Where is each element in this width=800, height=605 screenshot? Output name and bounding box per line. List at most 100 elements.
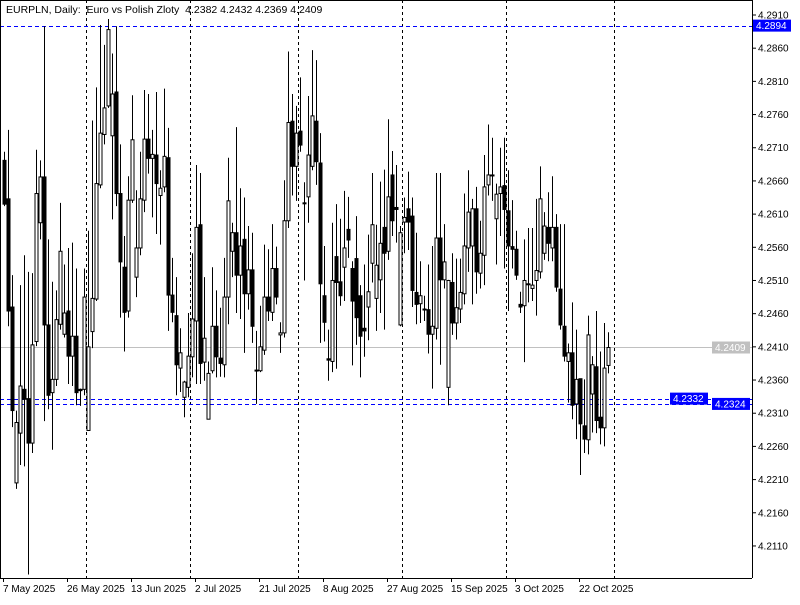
- candle-body: [218, 357, 223, 364]
- candle: [398, 226, 403, 327]
- candle: [90, 120, 95, 349]
- candle: [414, 232, 419, 325]
- candle: [586, 315, 591, 455]
- candle: [454, 258, 459, 340]
- candle: [238, 188, 243, 319]
- candle: [22, 255, 27, 467]
- candle-body: [286, 122, 291, 222]
- candle-body: [278, 332, 283, 336]
- candle: [50, 281, 55, 450]
- candle: [350, 261, 355, 366]
- candle-body: [438, 237, 443, 281]
- candle: [198, 172, 203, 385]
- candle-body: [42, 176, 47, 326]
- candle-body: [546, 226, 551, 244]
- candle: [146, 93, 151, 174]
- candle-body: [386, 196, 391, 252]
- candle: [462, 193, 467, 305]
- candle-body: [494, 193, 499, 220]
- candle: [186, 313, 191, 398]
- candle: [250, 232, 255, 343]
- candle-body: [138, 198, 143, 249]
- candle-body: [114, 91, 119, 195]
- candle-body: [598, 416, 603, 429]
- y-tick-label: 4.2760: [758, 110, 789, 121]
- candle: [46, 239, 51, 410]
- candle-body: [94, 183, 99, 300]
- candle-body: [402, 216, 407, 223]
- candle: [10, 275, 15, 428]
- candle-body: [466, 211, 471, 249]
- candle-body: [390, 174, 395, 222]
- x-tick-label: 8 Aug 2025: [323, 584, 374, 595]
- candle: [570, 302, 575, 420]
- candle-body: [246, 269, 251, 295]
- candle-body: [190, 318, 195, 358]
- candle-body: [18, 385, 23, 434]
- x-tick-label: 15 Sep 2025: [451, 584, 508, 595]
- candle: [374, 224, 379, 331]
- candle-body: [230, 232, 235, 252]
- candle: [606, 332, 611, 374]
- x-tick-label: 2 Jul 2025: [195, 584, 242, 595]
- candle-body: [450, 281, 455, 324]
- candle-body: [366, 291, 371, 308]
- candle-body: [146, 138, 151, 159]
- y-tick-label: 4.2860: [758, 44, 789, 55]
- candle: [74, 268, 79, 406]
- candle: [150, 129, 155, 218]
- candle: [422, 295, 427, 321]
- candle-body: [342, 247, 347, 268]
- candle: [378, 181, 383, 314]
- x-tick-label: 3 Oct 2025: [515, 584, 564, 595]
- candle: [326, 329, 331, 381]
- candle-body: [566, 352, 571, 362]
- horizontal-levels: [0, 26, 752, 405]
- candle: [42, 26, 47, 422]
- candle-body: [174, 315, 179, 366]
- candle: [222, 257, 227, 378]
- y-tick-label: 4.2460: [758, 309, 789, 320]
- candle-body: [222, 296, 227, 366]
- candle: [362, 264, 367, 357]
- candle: [574, 329, 579, 440]
- candle: [274, 246, 279, 305]
- candle-body: [398, 232, 403, 326]
- candle: [78, 388, 83, 406]
- candle: [286, 51, 291, 229]
- candle-body: [86, 346, 91, 431]
- candle-body: [326, 358, 331, 361]
- candle: [358, 285, 363, 378]
- candle-body: [338, 281, 343, 297]
- candle-body: [22, 388, 27, 400]
- candle-body: [478, 252, 483, 274]
- candle-body: [170, 294, 175, 313]
- x-tick-label: 7 May 2025: [3, 584, 56, 595]
- candle: [218, 307, 223, 377]
- candle: [598, 351, 603, 445]
- candle-body: [554, 226, 559, 288]
- candle-body: [606, 347, 611, 366]
- candle: [474, 186, 479, 294]
- candle: [562, 224, 567, 362]
- candle-body: [2, 159, 7, 205]
- candle: [578, 378, 583, 475]
- candle-body: [134, 247, 139, 278]
- candle-body: [238, 245, 243, 276]
- candle: [30, 273, 35, 454]
- candle-body: [574, 378, 579, 405]
- candle: [110, 53, 115, 220]
- candle: [530, 228, 535, 302]
- x-tick-label: 26 May 2025: [67, 584, 125, 595]
- candle: [382, 169, 387, 330]
- candle: [502, 137, 507, 269]
- candle-body: [306, 154, 311, 198]
- candle-body: [482, 186, 487, 256]
- candle: [158, 170, 163, 245]
- candle: [306, 95, 311, 223]
- candle-body: [322, 295, 327, 323]
- candle-body: [142, 138, 147, 201]
- x-tick-label: 13 Jun 2025: [131, 584, 186, 595]
